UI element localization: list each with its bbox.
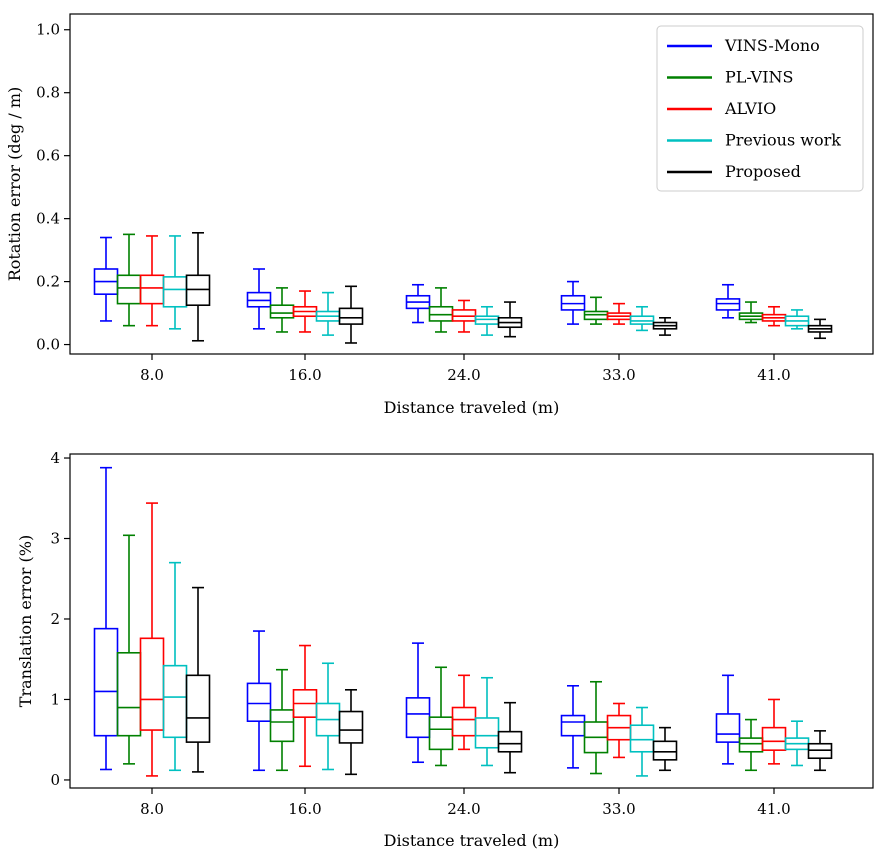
box-iqr	[497, 730, 523, 753]
legend-box	[656, 25, 864, 192]
box-previous-work-16.0	[315, 662, 341, 771]
translation-error-chart: 0 1 2 3 4 8.0 16.0 24.0 33.0 41.0 Distance travele…	[16, 449, 874, 850]
y-tick-label: 2	[50, 610, 60, 628]
x-tick-label: 41.0	[757, 800, 790, 818]
box-proposed-16.0	[338, 285, 364, 344]
box-iqr	[451, 706, 477, 737]
box-vins-mono-16.0	[246, 630, 272, 772]
box-alvio-16.0	[292, 290, 318, 333]
box-previous-work-16.0	[315, 291, 341, 336]
box-alvio-8.0	[139, 235, 165, 327]
box-iqr	[269, 304, 295, 319]
plot-frame	[69, 13, 874, 355]
x-tick-label: 24.0	[447, 366, 480, 384]
x-axis-label: Distance traveled (m)	[384, 398, 560, 417]
box-vins-mono-41.0	[715, 283, 741, 319]
box-iqr	[428, 716, 454, 751]
legend-label: Proposed	[725, 162, 801, 181]
x-tick-label: 24.0	[447, 800, 480, 818]
y-tick-label: 0.8	[36, 84, 60, 102]
box-proposed-41.0	[807, 730, 833, 772]
x-tick-label: 41.0	[757, 366, 790, 384]
y-tick-label: 3	[50, 530, 60, 548]
rotation-error-chart: 0.0 0.2 0.4 0.6 0.8 1.0 8.0 16.0 24.0 33.0 41.0 Dis…	[5, 13, 874, 417]
x-tick-label: 8.0	[140, 800, 164, 818]
box-proposed-33.0	[652, 316, 678, 336]
box-vins-mono-16.0	[246, 268, 272, 330]
box-iqr	[162, 276, 188, 308]
box-vins-mono-24.0	[405, 283, 431, 324]
legend-label: PL-VINS	[725, 68, 793, 87]
box-iqr	[162, 664, 188, 739]
box-iqr	[715, 713, 741, 743]
box-previous-work-33.0	[629, 305, 655, 332]
box-proposed-8.0	[185, 586, 211, 773]
box-iqr	[246, 682, 272, 722]
y-tick-label: 0.0	[36, 336, 60, 354]
box-proposed-8.0	[185, 231, 211, 342]
box-previous-work-33.0	[629, 706, 655, 777]
y-tick-label: 0	[50, 771, 60, 789]
legend-label: Previous work	[725, 131, 841, 150]
box-proposed-24.0	[497, 301, 523, 338]
box-previous-work-41.0	[784, 309, 810, 330]
x-tick-label: 16.0	[288, 366, 321, 384]
x-tick-label: 33.0	[602, 366, 635, 384]
box-pl-vins-24.0	[428, 287, 454, 333]
box-pl-vins-16.0	[269, 668, 295, 772]
box-iqr	[116, 651, 142, 737]
y-tick-label: 0.6	[36, 147, 60, 165]
y-tick-label: 0.4	[36, 210, 60, 228]
box-iqr	[807, 742, 833, 760]
y-axis-label: Rotation error (deg / m)	[5, 87, 24, 282]
box-alvio-41.0	[761, 305, 787, 327]
y-tick-label: 1.0	[36, 21, 60, 39]
box-proposed-41.0	[807, 318, 833, 340]
box-iqr	[761, 726, 787, 751]
x-tick-label: 8.0	[140, 366, 164, 384]
box-proposed-24.0	[497, 701, 523, 774]
box-proposed-16.0	[338, 689, 364, 776]
box-iqr	[93, 627, 119, 737]
box-previous-work-24.0	[474, 676, 500, 767]
box-iqr	[474, 717, 500, 749]
box-iqr	[185, 674, 211, 743]
plot-frame	[69, 453, 874, 789]
legend: VINS-Mono PL-VINS ALVIO Previous work Propos…	[656, 25, 864, 192]
y-tick-label: 1	[50, 690, 60, 708]
box-previous-work-24.0	[474, 305, 500, 336]
box-iqr	[139, 274, 165, 305]
y-axis-label: Translation error (%)	[16, 535, 35, 707]
box-iqr	[269, 709, 295, 743]
box-iqr	[338, 307, 364, 325]
box-iqr	[738, 737, 764, 753]
box-iqr	[629, 724, 655, 753]
box-iqr	[652, 740, 678, 761]
box-alvio-24.0	[451, 674, 477, 751]
y-tick-label: 4	[50, 449, 60, 467]
box-proposed-33.0	[652, 726, 678, 772]
box-iqr	[116, 274, 142, 305]
x-axis-label: Distance traveled (m)	[384, 831, 560, 850]
legend-label: VINS-Mono	[724, 36, 820, 55]
box-vins-mono-33.0	[560, 280, 586, 325]
y-tick-label: 0.2	[36, 273, 60, 291]
box-iqr	[139, 637, 165, 731]
x-tick-label: 33.0	[602, 800, 635, 818]
box-vins-mono-8.0	[93, 236, 119, 322]
box-iqr	[560, 714, 586, 737]
box-vins-mono-41.0	[715, 674, 741, 765]
legend-label: ALVIO	[724, 99, 776, 118]
x-tick-label: 16.0	[288, 800, 321, 818]
box-iqr	[338, 710, 364, 744]
box-iqr	[405, 697, 431, 739]
